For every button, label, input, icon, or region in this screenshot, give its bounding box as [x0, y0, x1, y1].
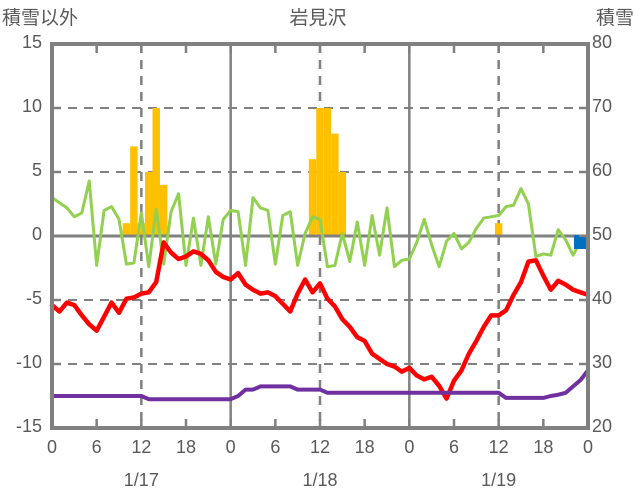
- right-tick-20: 20: [592, 416, 613, 436]
- right-tick-30: 30: [592, 352, 613, 372]
- right-tick-40: 40: [592, 288, 613, 308]
- line-series-layer: [49, 179, 591, 402]
- x-tick-8: 0: [404, 437, 415, 457]
- x-tick-7: 18: [354, 437, 375, 457]
- left-tick-15: 15: [21, 32, 42, 52]
- x-tick-10: 12: [488, 437, 509, 457]
- x-tick-0: 0: [46, 437, 57, 457]
- left-tick--5: -5: [25, 288, 42, 308]
- left-tick--15: -15: [15, 416, 42, 436]
- day-label-0: 1/17: [123, 470, 159, 490]
- left-tick-5: 5: [31, 160, 42, 180]
- x-tick-2: 12: [131, 437, 152, 457]
- bar-series-precipitation: [122, 108, 503, 236]
- x-tick-4: 0: [225, 437, 236, 457]
- x-tick-1: 6: [91, 437, 102, 457]
- right-axis-unit-label: 積雪: [595, 8, 634, 29]
- right-tick-80: 80: [592, 32, 613, 52]
- right-tick-70: 70: [592, 96, 613, 116]
- current-value-marker: [574, 235, 588, 249]
- right-tick-60: 60: [592, 160, 613, 180]
- x-tick-11: 18: [533, 437, 554, 457]
- x-tick-3: 18: [175, 437, 197, 457]
- x-tick-5: 6: [270, 437, 281, 457]
- left-tick-0: 0: [31, 224, 42, 244]
- x-tick-12: 0: [582, 437, 593, 457]
- axis-ticks: [52, 44, 588, 428]
- x-tick-6: 12: [309, 437, 331, 457]
- right-tick-50: 50: [592, 224, 613, 244]
- day-label-1: 1/18: [302, 470, 338, 490]
- left-tick--10: -10: [15, 352, 42, 372]
- chart-title: 岩見沢: [289, 8, 347, 29]
- x-tick-9: 6: [448, 437, 459, 457]
- left-tick-10: 10: [21, 96, 42, 116]
- day-label-2: 1/19: [481, 470, 517, 490]
- left-axis-unit-label: 積雪以外: [2, 8, 79, 29]
